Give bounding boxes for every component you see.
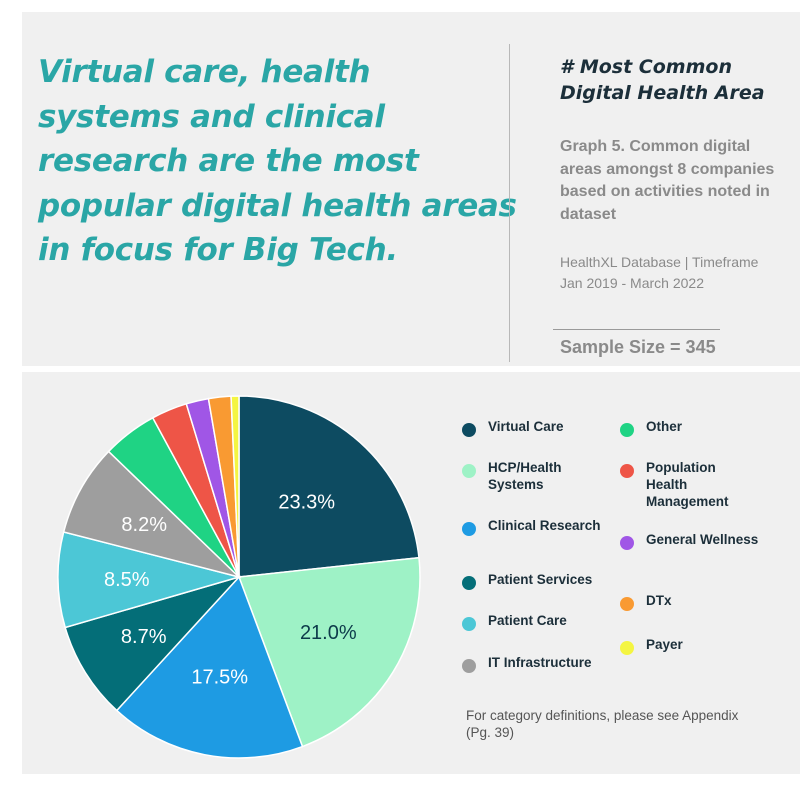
pie-slice-clinical-research: [115, 575, 304, 759]
graph-caption: Graph 5. Common digital areas amongst 8 …: [560, 138, 775, 223]
pie-slice-patient-care: [57, 531, 242, 629]
legend-item: Patient Services: [462, 571, 612, 590]
legend-item: IT Infrastructure: [462, 654, 612, 673]
legend-label: Virtual Care: [488, 419, 564, 434]
legend-swatch: [462, 522, 476, 536]
legend-swatch: [462, 659, 476, 673]
legend-swatch: [620, 597, 634, 611]
legend-label: Other: [646, 419, 683, 434]
legend-label: Patient Care: [488, 613, 567, 628]
legend-label: Clinical Research: [488, 518, 601, 533]
legend-label: Patient Services: [488, 572, 593, 587]
slice-label: 23.3%: [278, 492, 335, 514]
legend-item: DTx: [620, 592, 760, 611]
legend-item: Patient Care: [462, 612, 612, 631]
vertical-divider: [509, 44, 510, 362]
legend-label: Payer: [646, 637, 683, 652]
legend-item: Virtual Care: [462, 418, 612, 437]
legend-label: General Wellness: [646, 532, 759, 547]
pie-slice-patient-services: [64, 575, 242, 712]
pie-slice-virtual-care: [238, 395, 420, 578]
chart-legend: Virtual Care Other HCP/Health Systems Popul…: [462, 418, 782, 688]
legend-item: General Wellness: [620, 531, 760, 550]
slice-label: 8.7%: [121, 626, 167, 648]
legend-label: DTx: [646, 593, 672, 608]
legend-swatch: [462, 464, 476, 478]
legend-swatch: [620, 423, 634, 437]
legend-swatch: [462, 423, 476, 437]
legend-item: Payer: [620, 636, 760, 655]
pie-slice-it-infrastructure: [62, 450, 242, 579]
data-source: HealthXL Database | Timeframe Jan 2019 -…: [560, 254, 759, 291]
legend-label: HCP/Health Systems: [488, 460, 562, 492]
pie-slice-payer: [230, 395, 240, 578]
legend-item: Population Health Management: [620, 459, 760, 510]
slice-label: 21.0%: [300, 622, 357, 644]
horizontal-divider: [553, 329, 720, 330]
side-title: # Most Common Digital Health Area: [560, 56, 765, 104]
header-panel: [22, 12, 800, 366]
legend-swatch: [462, 617, 476, 631]
legend-label: Population Health Management: [646, 460, 729, 509]
legend-swatch: [462, 576, 476, 590]
sample-size: Sample Size = 345: [560, 337, 716, 357]
pie-slice-hcp-health-systems: [237, 556, 421, 748]
legend-swatch: [620, 464, 634, 478]
slice-label: 17.5%: [191, 667, 248, 689]
headline: Virtual care, health systems and clinica…: [38, 54, 517, 268]
slice-label: 8.5%: [104, 569, 150, 591]
legend-swatch: [620, 536, 634, 550]
legend-label: IT Infrastructure: [488, 655, 592, 670]
legend-swatch: [620, 641, 634, 655]
legend-item: HCP/Health Systems: [462, 459, 612, 493]
legend-item: Other: [620, 418, 760, 437]
slice-label: 8.2%: [121, 514, 167, 536]
legend-item: Clinical Research: [462, 517, 612, 536]
footnote: For category definitions, please see App…: [466, 708, 739, 740]
